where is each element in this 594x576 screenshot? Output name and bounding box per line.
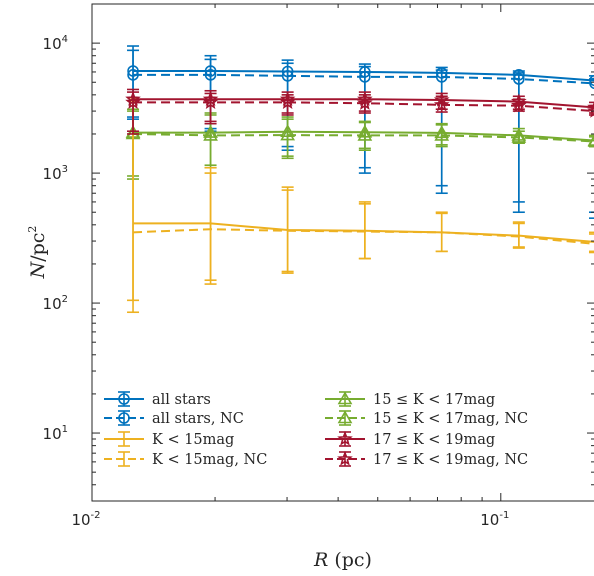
legend-label: K < 15mag, NC [152,452,267,468]
legend-label: all stars, NC [152,411,244,427]
data-point [589,77,594,90]
x-axis-unit: (pc) [334,549,372,571]
data-point [203,127,218,141]
legend-item: 15 ≤ K < 17mag [325,391,495,408]
legend-label: 15 ≤ K < 17mag [373,392,495,408]
legend-item: all stars [104,391,211,408]
legend-label: 15 ≤ K < 17mag, NC [373,411,528,427]
y-tick-label: 104 [43,34,68,53]
data-point [357,95,373,110]
data-point [127,69,139,81]
y-tick-label: 101 [43,424,68,443]
data-point [204,69,217,81]
x-axis-label: R (pc) [313,549,372,571]
legend-item: 17 ≤ K < 19mag, NC [325,450,528,468]
data-point [359,71,371,83]
series-8 [125,91,594,135]
legend-marker [337,450,353,466]
legend-marker [337,410,353,424]
data-point [433,96,450,112]
legend-label: 17 ≤ K < 19mag [373,432,495,448]
legend-item: K < 15mag [104,431,234,448]
data-point [435,71,448,83]
data-point [202,94,219,110]
data-point [434,127,450,141]
y-axis-slash: / [27,255,49,262]
y-tick-label: 102 [43,294,68,313]
legend-label: all stars [152,392,211,408]
x-tick-label: 10-2 [71,510,100,529]
legend-item: K < 15mag, NC [104,451,267,468]
data-point [357,127,373,141]
legend-marker [337,430,353,446]
legend-item: all stars, NC [104,410,244,427]
data-point [587,135,594,147]
y-axis-unit-exp: 2 [26,226,39,233]
data-point [513,73,525,85]
y-axis-unit: pc [27,233,49,256]
legend-label: 17 ≤ K < 19mag, NC [373,452,528,468]
data-point [511,129,527,143]
plot-box [91,3,594,502]
data-point [125,94,141,110]
data-point [280,127,296,141]
data-point [279,94,296,110]
y-axis-label: N/pc2 [26,226,49,280]
y-tick-label: 103 [43,164,68,183]
data-point [281,70,294,82]
y-axis-var: N [27,260,49,279]
data-point [511,97,527,113]
legend-marker [118,393,130,405]
legend-label: K < 15mag [152,432,234,448]
legend-item: 17 ≤ K < 19mag [325,430,495,448]
legend-marker [337,391,353,405]
data-point [587,105,594,118]
legend-item: 15 ≤ K < 17mag, NC [325,410,528,427]
x-tick-label: 10-1 [480,510,509,529]
legend-marker [118,412,130,424]
x-axis-var: R [313,549,328,571]
